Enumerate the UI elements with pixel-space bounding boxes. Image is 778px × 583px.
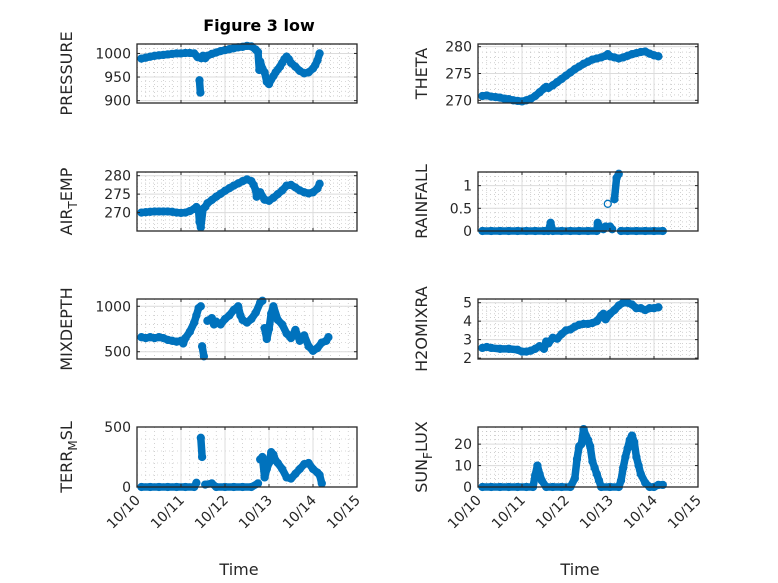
y-axis-label: TERRMSL xyxy=(57,421,80,494)
y-tick-label: 280 xyxy=(104,169,131,185)
y-tick-label: 10 xyxy=(454,459,472,475)
axes-box xyxy=(477,171,699,232)
y-tick-label: 20 xyxy=(454,437,472,453)
subplot-rainfall: 0 0.5 1 RAINFALL xyxy=(412,164,699,240)
axes-box xyxy=(136,426,358,488)
subplot-sun-flux: 10/10 10/11 10/12 10/13 10/14 10/15 0 10 20 SUNFL… xyxy=(412,421,705,579)
data-point-cluster xyxy=(190,49,202,61)
figure-title: Figure 3 low xyxy=(203,16,315,35)
data-point-cluster xyxy=(195,76,205,97)
data-point-cluster xyxy=(612,170,623,182)
x-tick-label: 10/14 xyxy=(280,492,320,532)
data-point-cluster xyxy=(256,297,267,307)
axes-box xyxy=(477,298,699,360)
data-point-cluster xyxy=(190,479,201,491)
subplot-terr-msl: 10/10 10/11 10/12 10/13 10/14 10/15 0 500 TERRMS… xyxy=(57,420,364,579)
y-tick-label: 3 xyxy=(463,333,472,349)
data-point-cluster xyxy=(650,303,663,312)
x-tick-label: 10/15 xyxy=(324,493,364,533)
x-tick-label: 10/13 xyxy=(577,493,617,533)
data-point-cluster xyxy=(194,302,205,312)
data-point-cluster xyxy=(313,49,324,65)
data-point-cluster xyxy=(315,471,326,488)
y-axis-label: PRESSURE xyxy=(57,31,76,115)
y-axis-label: MIXDEPTH xyxy=(57,287,76,370)
y-axis-label: RAINFALL xyxy=(412,164,431,239)
y-tick-label: 4 xyxy=(463,314,472,330)
data-point-cluster xyxy=(197,434,206,461)
y-tick-label: 275 xyxy=(104,187,131,203)
y-axis-label: H2OMIXRA xyxy=(412,286,431,372)
data-point-cluster xyxy=(322,333,333,345)
subplot-h2omixra: 2 3 4 5 H2OMIXRA xyxy=(412,286,699,372)
y-tick-label: 0 xyxy=(122,480,131,496)
x-tick-label: 10/11 xyxy=(489,493,529,533)
axes-box xyxy=(136,298,358,360)
y-tick-label: 0 xyxy=(463,224,472,240)
y-tick-label: 270 xyxy=(104,206,131,222)
y-tick-label: 900 xyxy=(104,94,131,110)
x-axis-label: Time xyxy=(218,560,258,579)
x-axis-label: Time xyxy=(559,560,599,579)
y-tick-label: 950 xyxy=(104,70,131,86)
subplot-pressure: 900 950 1000 PRESSURE xyxy=(57,31,358,116)
subplot-air-temp: 270 275 280 AIRTEMP xyxy=(57,167,358,235)
data-point-cluster xyxy=(650,51,663,61)
plot-area xyxy=(478,172,698,231)
y-tick-label: 500 xyxy=(104,420,131,436)
y-axis-label: THETA xyxy=(412,48,431,100)
data-point-cluster xyxy=(313,180,324,193)
axes-box xyxy=(136,43,358,104)
x-tick-label: 10/12 xyxy=(533,493,573,533)
subplot-mixdepth: 500 1000 MIXDEPTH xyxy=(57,287,358,371)
y-axis-label: SUNFLUX xyxy=(412,421,435,493)
y-tick-label: 0 xyxy=(463,480,472,496)
y-tick-label: 280 xyxy=(445,40,472,56)
y-tick-label: 5 xyxy=(463,296,472,312)
y-tick-label: 1000 xyxy=(95,299,131,315)
data-point-cluster xyxy=(599,222,610,233)
data-point-cluster xyxy=(198,342,208,361)
y-tick-label: 2 xyxy=(463,351,472,367)
axes-box xyxy=(136,171,358,232)
y-tick-label: 1 xyxy=(463,179,472,195)
plot-area xyxy=(137,299,357,359)
y-axis-label: AIRTEMP xyxy=(57,167,80,235)
data-point xyxy=(603,199,612,208)
x-tick-label: 10/14 xyxy=(621,492,661,532)
y-tick-label: 1000 xyxy=(95,46,131,62)
x-tick-label: 10/15 xyxy=(665,493,705,533)
y-tick-label: 0.5 xyxy=(450,201,472,217)
x-tick-label: 10/10 xyxy=(445,493,485,533)
y-tick-label: 275 xyxy=(445,67,472,83)
x-tick-label: 10/12 xyxy=(192,493,232,533)
subplot-theta: 270 275 280 THETA xyxy=(412,40,699,109)
x-tick-label: 10/11 xyxy=(148,493,188,533)
data-point-cluster xyxy=(606,222,616,233)
y-tick-label: 270 xyxy=(445,93,472,109)
y-tick-label: 500 xyxy=(104,345,131,361)
x-tick-label: 10/10 xyxy=(104,493,144,533)
x-tick-label: 10/13 xyxy=(236,493,276,533)
axes-box xyxy=(477,426,699,488)
